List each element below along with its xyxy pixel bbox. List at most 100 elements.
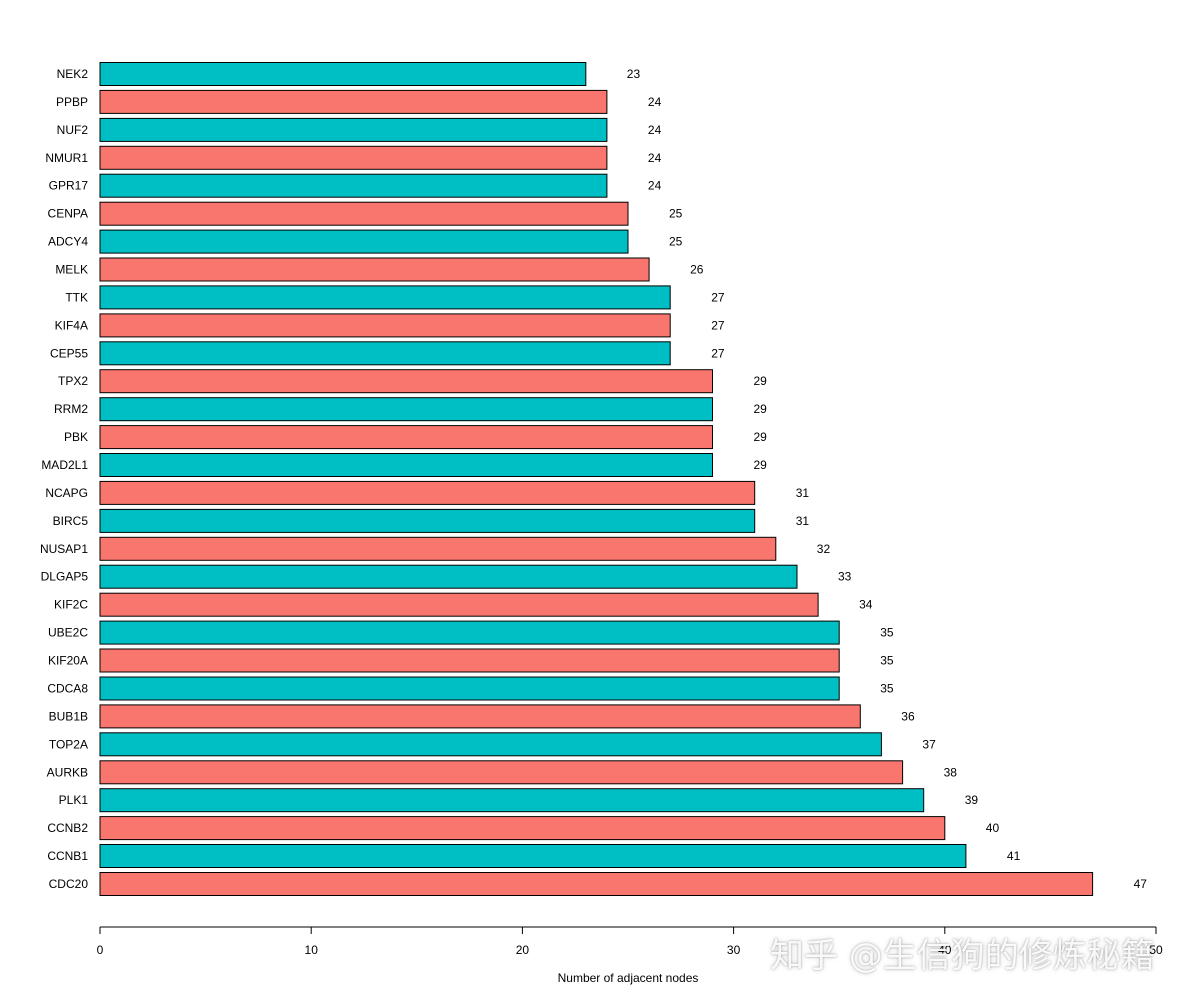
data-label: 24 — [648, 179, 662, 193]
bar — [99, 397, 713, 422]
category-label: ADCY4 — [48, 235, 88, 249]
x-tick-label: 20 — [516, 943, 530, 957]
data-label: 35 — [880, 682, 894, 696]
data-label: 38 — [944, 765, 958, 779]
category-label: CDC20 — [49, 877, 89, 891]
data-label: 33 — [838, 570, 852, 584]
x-tick-label: 30 — [727, 943, 741, 957]
bar — [99, 620, 840, 645]
category-label: NCAPG — [45, 486, 88, 500]
bar — [99, 369, 713, 394]
category-label: CENPA — [48, 207, 88, 221]
category-label: NMUR1 — [45, 151, 88, 165]
category-label: MAD2L1 — [41, 458, 88, 472]
data-label: 35 — [880, 626, 894, 640]
category-label: CEP55 — [50, 346, 88, 360]
category-label: DLGAP5 — [41, 570, 89, 584]
bar — [99, 564, 798, 589]
x-tick-label: 0 — [97, 943, 104, 957]
bar — [99, 62, 587, 86]
category-label: BIRC5 — [53, 514, 89, 528]
data-label: 35 — [880, 654, 894, 668]
category-labels-group: NEK2 PPBP NUF2 NMUR1 GPR17 CENPA ADCY4 MELK TTK K… — [40, 67, 88, 891]
x-tick-label: 40 — [938, 943, 952, 957]
data-label: 29 — [754, 430, 768, 444]
data-label: 40 — [986, 821, 1000, 835]
data-label: 29 — [754, 458, 768, 472]
bar — [99, 173, 608, 198]
data-label: 24 — [648, 95, 662, 109]
category-label: KIF2C — [54, 598, 88, 612]
data-label: 23 — [627, 67, 641, 81]
category-label: NEK2 — [57, 67, 89, 81]
category-label: PBK — [64, 430, 88, 444]
data-label: 27 — [711, 346, 725, 360]
category-label: UBE2C — [48, 626, 88, 640]
x-axis: 0 10 20 30 40 50 — [97, 926, 1163, 957]
data-label: 39 — [965, 793, 979, 807]
category-label: PPBP — [56, 95, 88, 109]
data-label: 41 — [1007, 849, 1021, 863]
data-label: 29 — [754, 402, 768, 416]
x-tick-label: 50 — [1149, 943, 1163, 957]
category-label: GPR17 — [49, 179, 89, 193]
category-label: PLK1 — [59, 793, 89, 807]
bar — [99, 676, 840, 701]
bar — [99, 592, 819, 617]
data-label: 24 — [648, 123, 662, 137]
bar — [99, 648, 840, 673]
category-label: NUSAP1 — [40, 542, 88, 556]
category-label: NUF2 — [57, 123, 89, 137]
bar — [99, 201, 629, 226]
category-label: RRM2 — [54, 402, 88, 416]
category-label: KIF4A — [55, 318, 88, 332]
data-label: 31 — [796, 514, 810, 528]
data-label: 34 — [859, 598, 873, 612]
bar — [99, 704, 861, 729]
data-label: 25 — [669, 235, 683, 249]
bar — [99, 89, 608, 114]
category-label: TPX2 — [58, 374, 88, 388]
bar — [99, 732, 882, 757]
data-label: 24 — [648, 151, 662, 165]
bars-group — [99, 62, 1094, 896]
data-label: 32 — [817, 542, 831, 556]
bar — [99, 788, 925, 813]
bar — [99, 425, 713, 450]
x-tick-label: 10 — [305, 943, 319, 957]
bar — [99, 872, 1094, 896]
category-label: CCNB1 — [47, 849, 88, 863]
bar — [99, 536, 777, 561]
bar — [99, 760, 904, 785]
bar — [99, 117, 608, 142]
bar — [99, 313, 671, 338]
data-label: 37 — [922, 737, 936, 751]
category-label: CCNB2 — [47, 821, 88, 835]
data-label: 31 — [796, 486, 810, 500]
category-label: MELK — [55, 263, 88, 277]
category-label: AURKB — [47, 765, 88, 779]
bar — [99, 480, 756, 505]
category-label: KIF20A — [48, 654, 88, 668]
bar — [99, 229, 629, 254]
bar — [99, 453, 713, 477]
category-label: BUB1B — [49, 709, 88, 723]
bar — [99, 257, 650, 282]
bar — [99, 816, 946, 841]
bar — [99, 341, 671, 366]
bar — [99, 508, 756, 533]
value-labels-group: 23 24 24 24 24 25 25 26 27 27 27 29 29 29 29 31 31 32 33 34… — [627, 67, 1147, 891]
category-label: CDCA8 — [47, 682, 88, 696]
data-label: 25 — [669, 207, 683, 221]
bar — [99, 145, 608, 170]
x-axis-title: Number of adjacent nodes — [558, 971, 699, 985]
data-label: 29 — [754, 374, 768, 388]
data-label: 47 — [1134, 877, 1148, 891]
data-label: 26 — [690, 263, 704, 277]
category-label: TTK — [65, 290, 88, 304]
category-label: TOP2A — [49, 737, 88, 751]
data-label: 27 — [711, 290, 725, 304]
bar — [99, 844, 967, 868]
